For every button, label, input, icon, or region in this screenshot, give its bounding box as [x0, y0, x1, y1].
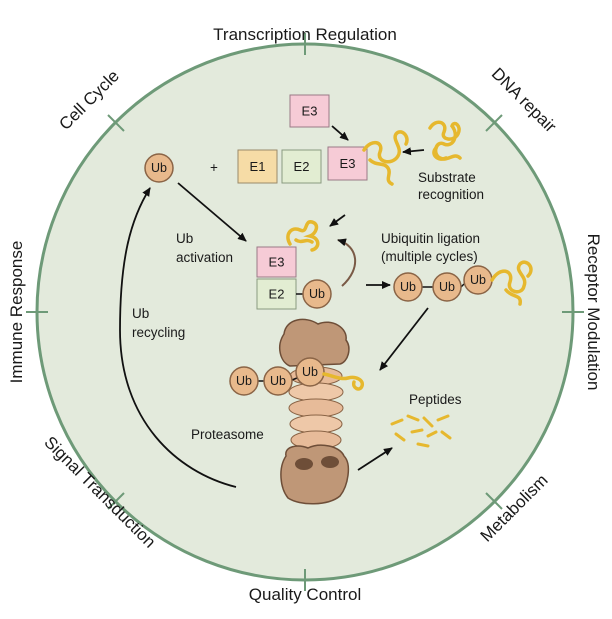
- arrow-to-proteasome: [379, 307, 429, 371]
- e3-complex-box: [256, 246, 297, 278]
- arrow-to-peptides: [357, 447, 393, 471]
- polyub-ub-1: Ub: [400, 280, 416, 294]
- complex-ub-circle: [302, 279, 332, 309]
- label-immune-response: Immune Response: [7, 241, 26, 384]
- polyub-substrate: [393, 260, 533, 306]
- proteasome-ub-3: Ub: [302, 365, 318, 379]
- free-ub-label: Ub: [151, 161, 167, 175]
- ligation-line2: (multiple cycles): [381, 249, 478, 264]
- substrate-recognition-line1: Substrate: [418, 170, 476, 185]
- label-quality-control: Quality Control: [249, 585, 361, 604]
- ub-recycling-line1: Ub: [132, 306, 149, 321]
- e3-substrate-box: [327, 146, 368, 181]
- ub-activation-line2: activation: [176, 250, 233, 265]
- e3-top-box: [289, 94, 330, 128]
- arrow-substrate-to-complex: [329, 214, 346, 227]
- e1-box: [237, 149, 278, 184]
- ub-recycling-line2: recycling: [132, 325, 185, 340]
- arrow-e3-binding: [331, 125, 349, 141]
- substrate-recognition-line2: recognition: [418, 187, 484, 202]
- proteasome-ub-1: Ub: [236, 374, 252, 388]
- arrow-substrate-recognition: [402, 147, 425, 156]
- arrow-ub-activation: [177, 182, 247, 242]
- e2-complex-label: E2: [269, 287, 285, 302]
- e3-complex-label: E3: [269, 255, 285, 270]
- proteasome-shape: [278, 318, 350, 505]
- e2-box: [281, 149, 322, 184]
- proteasome-label: Proteasome: [191, 427, 264, 442]
- substrate-complex: [286, 220, 320, 252]
- e1-label: E1: [250, 159, 266, 174]
- free-ub-circle: [144, 153, 174, 183]
- ligation-line1: Ubiquitin ligation: [381, 231, 480, 246]
- e3-top-label: E3: [302, 104, 318, 119]
- label-receptor-modulation: Receptor Modulation: [584, 234, 603, 391]
- e3-substrate-label: E3: [340, 156, 356, 171]
- complex-ub-label: Ub: [309, 287, 325, 301]
- arrow-ub-recycling: [119, 187, 237, 488]
- substrate-bound-e3: [362, 130, 409, 186]
- peptide-fragments: [390, 414, 452, 448]
- proteasome-polyub: [229, 357, 365, 396]
- label-transcription-regulation: Transcription Regulation: [213, 25, 397, 44]
- peptides-label: Peptides: [409, 392, 462, 407]
- arrow-ligation-cycle: [337, 238, 357, 287]
- polyub-ub-3: Ub: [470, 273, 486, 287]
- polyub-ub-2: Ub: [439, 280, 455, 294]
- proteasome-ub-2: Ub: [270, 374, 286, 388]
- process-ticks: [26, 33, 584, 591]
- e2-label: E2: [294, 159, 310, 174]
- plus-sign: +: [210, 160, 218, 175]
- substrate-free: [428, 120, 462, 161]
- ub-activation-line1: Ub: [176, 231, 193, 246]
